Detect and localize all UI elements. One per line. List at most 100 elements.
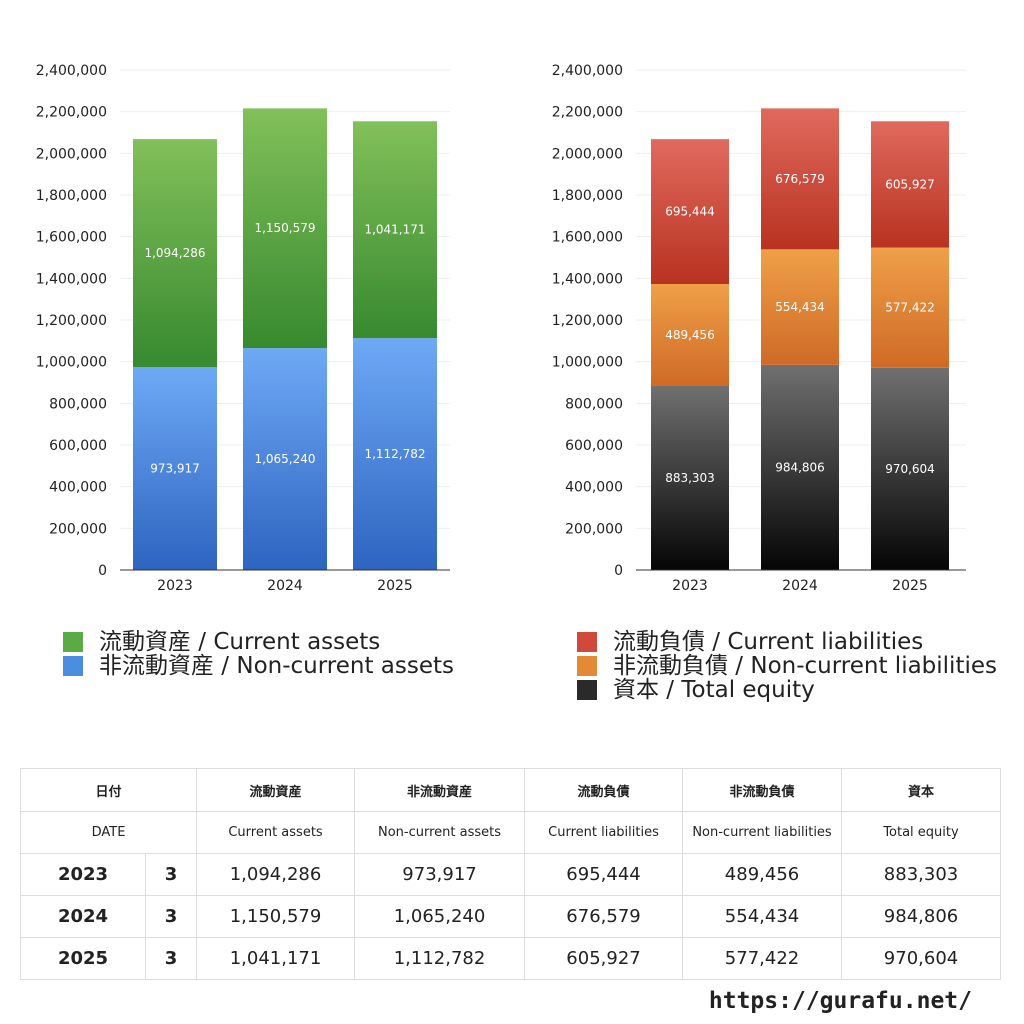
data-label: 676,579 bbox=[775, 172, 825, 186]
cell-noncurrent-assets: 1,112,782 bbox=[355, 938, 525, 980]
y-tick-label: 400,000 bbox=[565, 480, 623, 496]
legend-item-current-liabilities: 流動負債 / Current liabilities bbox=[577, 630, 997, 654]
y-tick-label: 1,000,000 bbox=[36, 355, 107, 371]
y-tick-label: 800,000 bbox=[565, 396, 623, 412]
y-tick-label: 2,200,000 bbox=[36, 105, 107, 121]
cell-noncurrent-assets: 1,065,240 bbox=[355, 896, 525, 938]
legend-label: 非流動負債 / Non-current liabilities bbox=[613, 654, 997, 678]
header-equity: 資本 bbox=[842, 769, 1001, 812]
legend-swatch bbox=[63, 656, 83, 676]
cell-current-liabilities: 695,444 bbox=[525, 854, 683, 896]
legend-item-current-assets: 流動資産 / Current assets bbox=[63, 630, 454, 654]
data-label: 605,927 bbox=[885, 177, 935, 191]
x-tick-label: 2023 bbox=[672, 578, 708, 594]
y-tick-label: 2,200,000 bbox=[552, 105, 623, 121]
liabilities-legend: 流動負債 / Current liabilities 非流動負債 / Non-c… bbox=[577, 630, 997, 702]
data-label: 489,456 bbox=[665, 328, 715, 342]
row-month: 3 bbox=[146, 938, 197, 980]
cell-equity: 883,303 bbox=[842, 854, 1001, 896]
y-tick-label: 2,400,000 bbox=[552, 63, 623, 79]
header-date-en: DATE bbox=[21, 812, 197, 854]
legend-label: 流動負債 / Current liabilities bbox=[613, 630, 923, 654]
x-tick-label: 2025 bbox=[892, 578, 928, 594]
cell-current-assets: 1,041,171 bbox=[197, 938, 355, 980]
cell-equity: 970,604 bbox=[842, 938, 1001, 980]
cell-noncurrent-liabilities: 489,456 bbox=[683, 854, 842, 896]
cell-current-assets: 1,094,286 bbox=[197, 854, 355, 896]
data-label: 695,444 bbox=[665, 205, 715, 219]
cell-noncurrent-liabilities: 577,422 bbox=[683, 938, 842, 980]
legend-swatch bbox=[63, 632, 83, 652]
legend-item-noncurrent-assets: 非流動資産 / Non-current assets bbox=[63, 654, 454, 678]
y-tick-label: 200,000 bbox=[565, 521, 623, 537]
y-tick-label: 1,800,000 bbox=[36, 188, 107, 204]
legend-item-noncurrent-liabilities: 非流動負債 / Non-current liabilities bbox=[577, 654, 997, 678]
cell-current-liabilities: 605,927 bbox=[525, 938, 683, 980]
y-tick-label: 400,000 bbox=[49, 480, 107, 496]
cell-equity: 984,806 bbox=[842, 896, 1001, 938]
y-tick-label: 2,000,000 bbox=[36, 146, 107, 162]
y-tick-label: 0 bbox=[614, 563, 623, 579]
row-year: 2023 bbox=[21, 854, 146, 896]
y-tick-label: 1,600,000 bbox=[552, 230, 623, 246]
cell-noncurrent-assets: 973,917 bbox=[355, 854, 525, 896]
table-header-ja: 日付 流動資産 非流動資産 流動負債 非流動負債 資本 bbox=[21, 769, 1001, 812]
y-tick-label: 1,600,000 bbox=[36, 230, 107, 246]
data-label: 1,041,171 bbox=[364, 223, 425, 237]
header-noncurrent-assets-en: Non-current assets bbox=[355, 812, 525, 854]
header-noncurrent-liabilities: 非流動負債 bbox=[683, 769, 842, 812]
y-tick-label: 200,000 bbox=[49, 521, 107, 537]
header-current-assets: 流動資産 bbox=[197, 769, 355, 812]
source-url[interactable]: https://gurafu.net/ bbox=[709, 988, 972, 1014]
data-label: 1,112,782 bbox=[364, 447, 425, 461]
y-tick-label: 600,000 bbox=[565, 438, 623, 454]
data-label: 1,065,240 bbox=[254, 452, 315, 466]
data-label: 883,303 bbox=[665, 471, 715, 485]
table-header-en: DATE Current assets Non-current assets C… bbox=[21, 812, 1001, 854]
cell-current-liabilities: 676,579 bbox=[525, 896, 683, 938]
y-tick-label: 2,000,000 bbox=[552, 146, 623, 162]
data-label: 554,434 bbox=[775, 300, 825, 314]
legend-item-total-equity: 資本 / Total equity bbox=[577, 678, 997, 702]
row-month: 3 bbox=[146, 854, 197, 896]
header-current-liabilities-en: Current liabilities bbox=[525, 812, 683, 854]
header-current-assets-en: Current assets bbox=[197, 812, 355, 854]
legend-swatch bbox=[577, 680, 597, 700]
header-current-liabilities: 流動負債 bbox=[525, 769, 683, 812]
row-year: 2024 bbox=[21, 896, 146, 938]
y-tick-label: 1,400,000 bbox=[552, 271, 623, 287]
legend-swatch bbox=[577, 632, 597, 652]
y-tick-label: 800,000 bbox=[49, 396, 107, 412]
row-year: 2025 bbox=[21, 938, 146, 980]
cell-noncurrent-liabilities: 554,434 bbox=[683, 896, 842, 938]
legend-label: 流動資産 / Current assets bbox=[99, 630, 380, 654]
y-tick-label: 1,200,000 bbox=[36, 313, 107, 329]
header-equity-en: Total equity bbox=[842, 812, 1001, 854]
data-label: 1,094,286 bbox=[144, 246, 205, 260]
y-tick-label: 2,400,000 bbox=[36, 63, 107, 79]
x-tick-label: 2023 bbox=[157, 578, 193, 594]
x-tick-label: 2024 bbox=[267, 578, 303, 594]
row-month: 3 bbox=[146, 896, 197, 938]
table-row: 2023 3 1,094,286 973,917 695,444 489,456… bbox=[21, 854, 1001, 896]
table-row: 2024 3 1,150,579 1,065,240 676,579 554,4… bbox=[21, 896, 1001, 938]
x-tick-label: 2024 bbox=[782, 578, 818, 594]
bars bbox=[133, 108, 437, 570]
legend-label: 非流動資産 / Non-current assets bbox=[99, 654, 454, 678]
y-tick-label: 600,000 bbox=[49, 438, 107, 454]
financial-table: 日付 流動資産 非流動資産 流動負債 非流動負債 資本 DATE Current… bbox=[20, 768, 1001, 980]
y-tick-label: 1,200,000 bbox=[552, 313, 623, 329]
table-row: 2025 3 1,041,171 1,112,782 605,927 577,4… bbox=[21, 938, 1001, 980]
assets-chart: 0 200,000 400,000 600,000 800,000 1,000,000 1,… bbox=[0, 0, 512, 610]
legend-swatch bbox=[577, 656, 597, 676]
data-label: 970,604 bbox=[885, 462, 935, 476]
x-tick-label: 2025 bbox=[377, 578, 413, 594]
y-tick-label: 1,800,000 bbox=[552, 188, 623, 204]
y-tick-label: 1,400,000 bbox=[36, 271, 107, 287]
y-tick-label: 0 bbox=[98, 563, 107, 579]
header-noncurrent-liabilities-en: Non-current liabilities bbox=[683, 812, 842, 854]
header-date: 日付 bbox=[21, 769, 197, 812]
legend-label: 資本 / Total equity bbox=[613, 678, 815, 702]
liabilities-equity-chart: 0200,000400,000600,000800,0001,000,0001,… bbox=[512, 0, 1024, 610]
data-label: 973,917 bbox=[150, 462, 200, 476]
